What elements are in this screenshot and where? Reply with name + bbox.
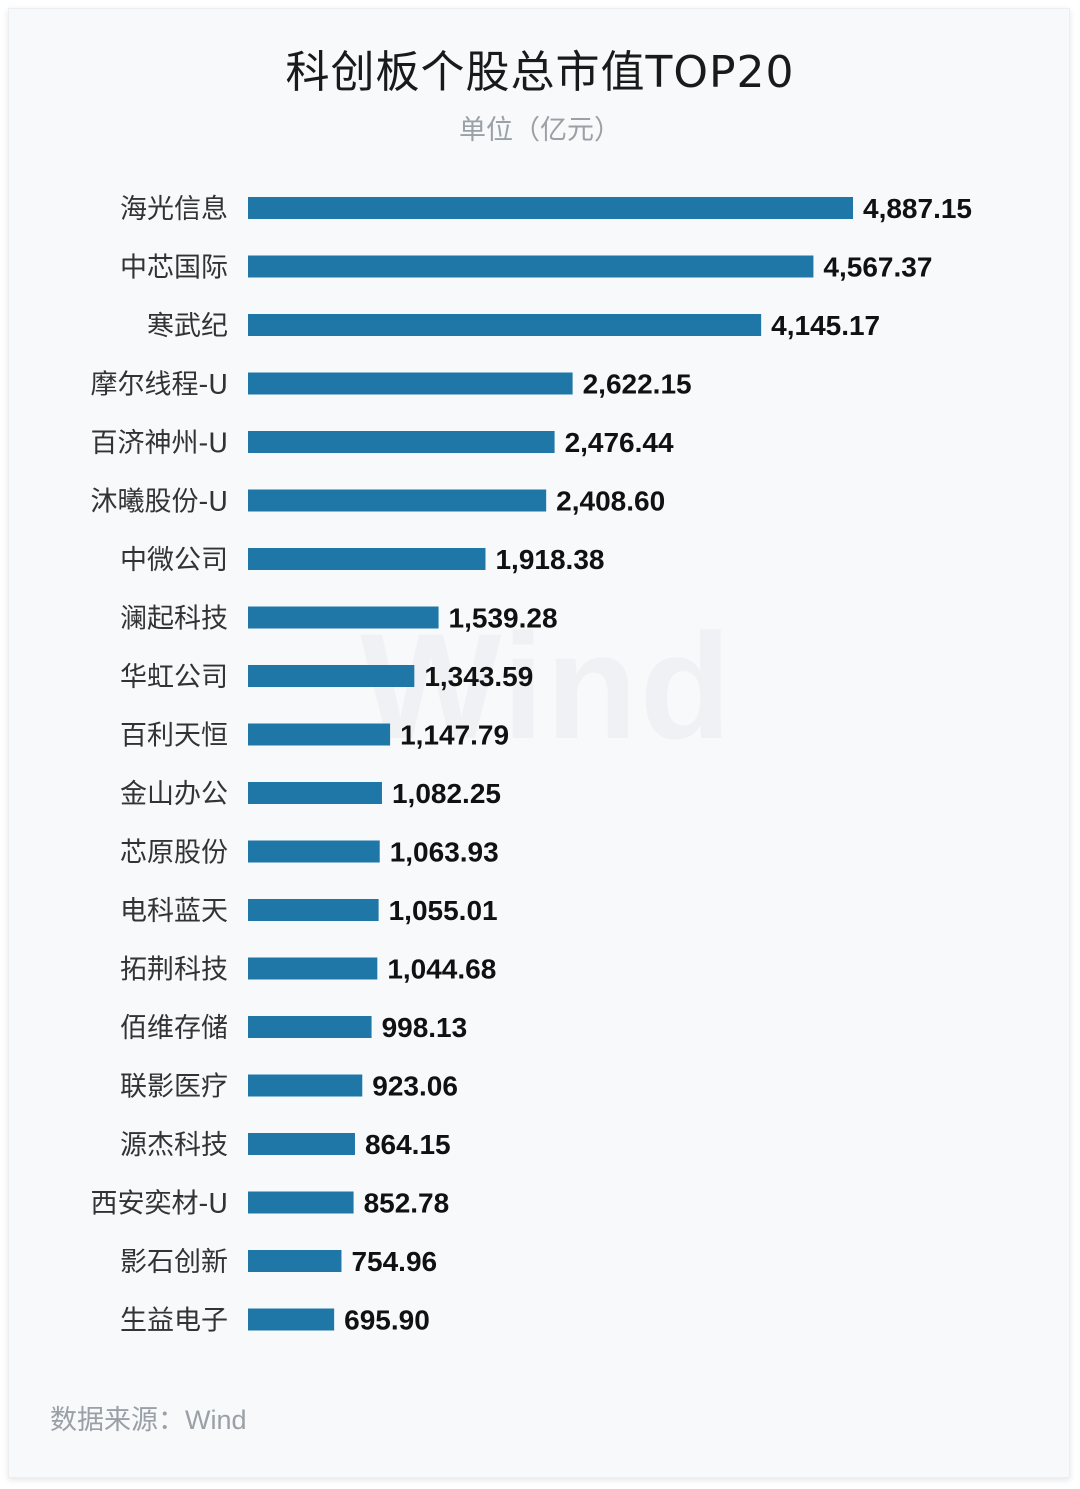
bar [248, 431, 555, 453]
chart-title: 科创板个股总市值TOP20 [285, 47, 795, 98]
category-label: 生益电子 [120, 1306, 228, 1337]
value-label: 1,147.79 [400, 720, 509, 751]
category-label: 联影医疗 [120, 1072, 228, 1103]
category-label: 沐曦股份-U [90, 487, 228, 518]
category-label: 芯原股份 [120, 838, 228, 869]
value-label: 754.96 [351, 1246, 437, 1277]
bar [248, 255, 814, 278]
bar [248, 723, 391, 746]
bar [248, 1133, 355, 1155]
data-source-label: 数据来源： [50, 1405, 185, 1436]
value-label: 2,622.15 [583, 369, 692, 400]
value-label: 4,567.37 [823, 252, 932, 283]
category-label: 金山办公 [120, 779, 228, 810]
bar [248, 1191, 354, 1214]
chart-subtitle: 单位（亿元） [459, 115, 621, 146]
bar [248, 489, 547, 512]
value-label: 998.13 [382, 1012, 468, 1043]
value-label: 1,063.93 [390, 837, 499, 868]
value-label: 1,055.01 [389, 895, 498, 926]
category-label: 摩尔线程-U [90, 370, 228, 401]
bar [248, 372, 573, 395]
bar [248, 606, 439, 629]
value-label: 852.78 [364, 1188, 450, 1219]
value-label: 2,476.44 [565, 427, 674, 458]
value-label: 1,044.68 [387, 954, 496, 985]
category-label: 佰维存储 [120, 1013, 228, 1044]
bar [248, 314, 762, 336]
bar [248, 840, 380, 863]
category-label: 百济神州-U [90, 428, 228, 459]
bar [248, 1074, 363, 1097]
category-label: 华虹公司 [120, 662, 228, 693]
bar [248, 1308, 335, 1331]
category-label: 海光信息 [120, 194, 228, 225]
data-source-name: Wind [185, 1405, 247, 1435]
value-label: 695.90 [344, 1305, 430, 1336]
value-label: 923.06 [372, 1071, 458, 1102]
bar [248, 957, 378, 980]
category-label: 源杰科技 [120, 1130, 228, 1161]
bar [248, 1250, 342, 1272]
data-source-note: 数据来源：Wind [50, 1398, 247, 1437]
category-label: 中微公司 [120, 545, 228, 576]
wind-watermark: Wind [360, 602, 734, 770]
category-label: 中芯国际 [120, 253, 228, 284]
category-label: 百利天恒 [120, 721, 228, 752]
bar [248, 1016, 372, 1038]
category-label: 西安奕材-U [90, 1189, 228, 1220]
category-label: 影石创新 [120, 1247, 228, 1278]
chart-card [8, 8, 1070, 1478]
bar [248, 197, 853, 219]
bar [248, 548, 486, 570]
bar [248, 899, 379, 921]
value-label: 4,145.17 [771, 310, 880, 341]
category-label: 寒武纪 [147, 311, 228, 342]
value-label: 1,343.59 [424, 661, 533, 692]
category-label: 电科蓝天 [120, 896, 228, 927]
value-label: 1,539.28 [449, 603, 558, 634]
value-label: 864.15 [365, 1129, 451, 1160]
value-label: 1,918.38 [495, 544, 604, 575]
category-label: 澜起科技 [120, 604, 228, 635]
category-label: 拓荆科技 [120, 955, 228, 986]
bar [248, 665, 415, 687]
value-label: 2,408.60 [556, 486, 665, 517]
value-label: 1,082.25 [392, 778, 501, 809]
bar [248, 782, 382, 804]
value-label: 4,887.15 [863, 193, 972, 224]
